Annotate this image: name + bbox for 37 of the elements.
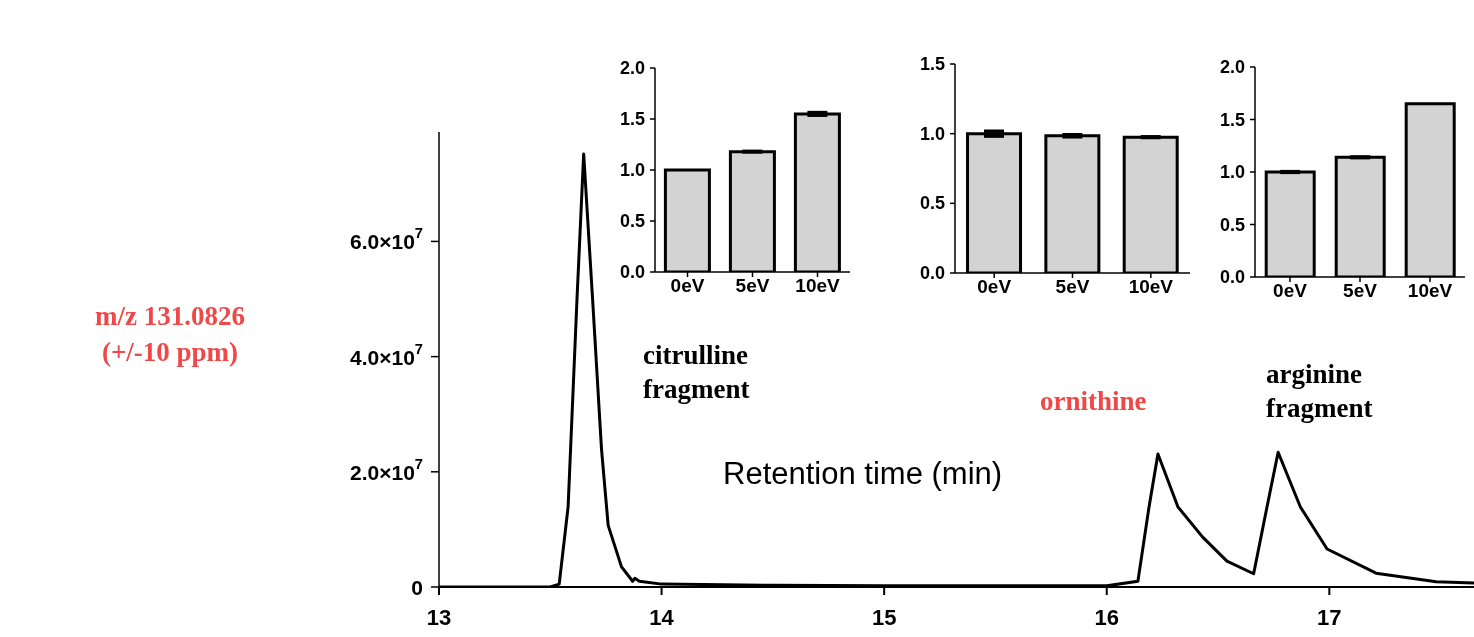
x-tick-label: 10eV [1128,276,1174,298]
x-tick-label: 15 [871,604,897,630]
x-tick-label: 0eV [1273,280,1308,302]
y-tick-label: 0.0 [619,262,645,282]
annotation: ornithine [1040,385,1148,418]
x-tick-label: 13 [426,604,452,630]
x-tick-label: 17 [1317,604,1342,630]
x-tick-label: 0eV [670,275,705,297]
y-tick-label: 1.5 [1219,109,1245,130]
x-tick-label: 14 [649,604,675,630]
x-tick-label: 0eV [977,276,1012,298]
x-tick-label: 5eV [1055,276,1090,298]
annotation: citrulline fragment [643,339,751,406]
y-tick-label: 2.0×10$^{7}$ [350,455,423,484]
y-tick-label: 0.5 [919,193,945,214]
annotation: arginine fragment [1266,358,1374,425]
y-tick-label: 0 [411,575,423,599]
y-axis-title: m/z 131.0826 (+/-10 ppm) [94,300,246,369]
x-axis-title: Retention time (min) [723,456,1003,492]
x-tick-label: 16 [1094,604,1119,630]
y-tick-label: 2.0 [1219,57,1245,77]
x-tick-label: 5eV [735,275,770,297]
x-tick-label: 10eV [795,275,841,297]
y-tick-label: 0.5 [1219,214,1245,235]
y-tick-label: 1.5 [619,109,645,129]
y-tick-label: 1.5 [919,54,945,74]
y-tick-label: 1.0 [619,160,645,180]
y-tick-label: 0.5 [619,211,645,231]
y-tick-label: 1.0 [1219,162,1245,182]
y-tick-label: 6.0×10$^{7}$ [350,225,423,253]
x-tick-label: 10eV [1407,280,1453,302]
y-tick-label: 4.0×10$^{7}$ [350,340,423,369]
y-tick-label: 1.0 [919,123,945,144]
y-tick-label: 0.0 [919,263,945,283]
y-tick-label: 2.0 [619,58,645,78]
x-tick-label: 5eV [1343,280,1378,302]
y-tick-label: 0.0 [1219,267,1245,287]
